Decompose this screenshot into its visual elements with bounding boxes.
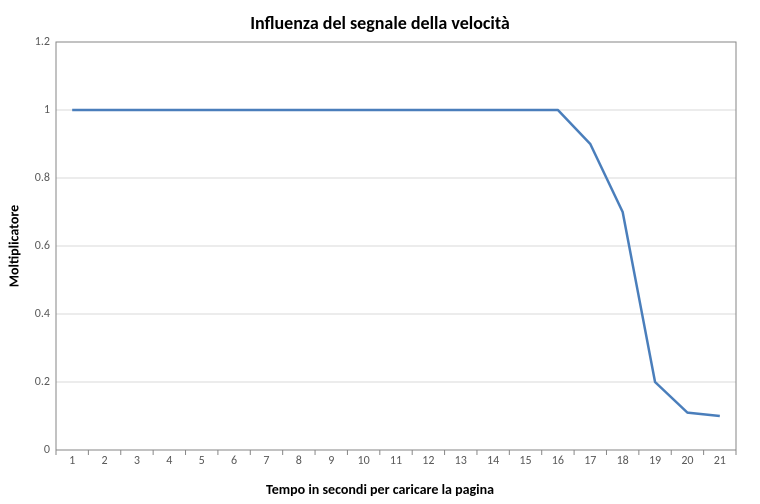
x-tick-label: 12	[422, 450, 434, 468]
x-tick-label: 9	[328, 450, 334, 468]
chart-title: Influenza del segnale della velocità	[0, 12, 760, 34]
x-tick-label: 18	[617, 450, 629, 468]
plot-border	[56, 42, 736, 450]
y-tick-label: 0	[44, 443, 56, 457]
x-tick-label: 20	[681, 450, 693, 468]
y-tick-label: 0.2	[35, 375, 56, 389]
x-tick-label: 3	[134, 450, 140, 468]
x-tick-label: 19	[649, 450, 661, 468]
x-axis-label: Tempo in secondi per caricare la pagina	[0, 481, 760, 498]
y-tick-label: 0.6	[35, 239, 56, 253]
chart-svg	[56, 42, 736, 450]
y-axis-label: Moltiplicatore	[6, 205, 23, 287]
x-tick-label: 10	[358, 450, 370, 468]
x-tick-label: 8	[296, 450, 302, 468]
y-tick-label: 0.8	[35, 171, 56, 185]
y-tick-label: 0.4	[35, 307, 56, 321]
y-tick-label: 1.2	[35, 35, 56, 49]
x-tick-label: 4	[166, 450, 172, 468]
plot-area: 00.20.40.60.811.212345678910111213141516…	[56, 42, 736, 450]
x-tick-label: 5	[199, 450, 205, 468]
y-tick-label: 1	[44, 103, 56, 117]
x-tick-label: 16	[552, 450, 564, 468]
x-tick-label: 14	[487, 450, 499, 468]
x-tick-label: 2	[102, 450, 108, 468]
chart-container: Influenza del segnale della velocità Mol…	[0, 0, 760, 504]
x-tick-label: 21	[714, 450, 726, 468]
x-tick-label: 11	[390, 450, 402, 468]
x-tick-label: 13	[455, 450, 467, 468]
x-tick-label: 17	[584, 450, 596, 468]
x-tick-label: 6	[231, 450, 237, 468]
x-tick-label: 1	[69, 450, 75, 468]
x-tick-label: 15	[519, 450, 531, 468]
x-tick-label: 7	[263, 450, 269, 468]
